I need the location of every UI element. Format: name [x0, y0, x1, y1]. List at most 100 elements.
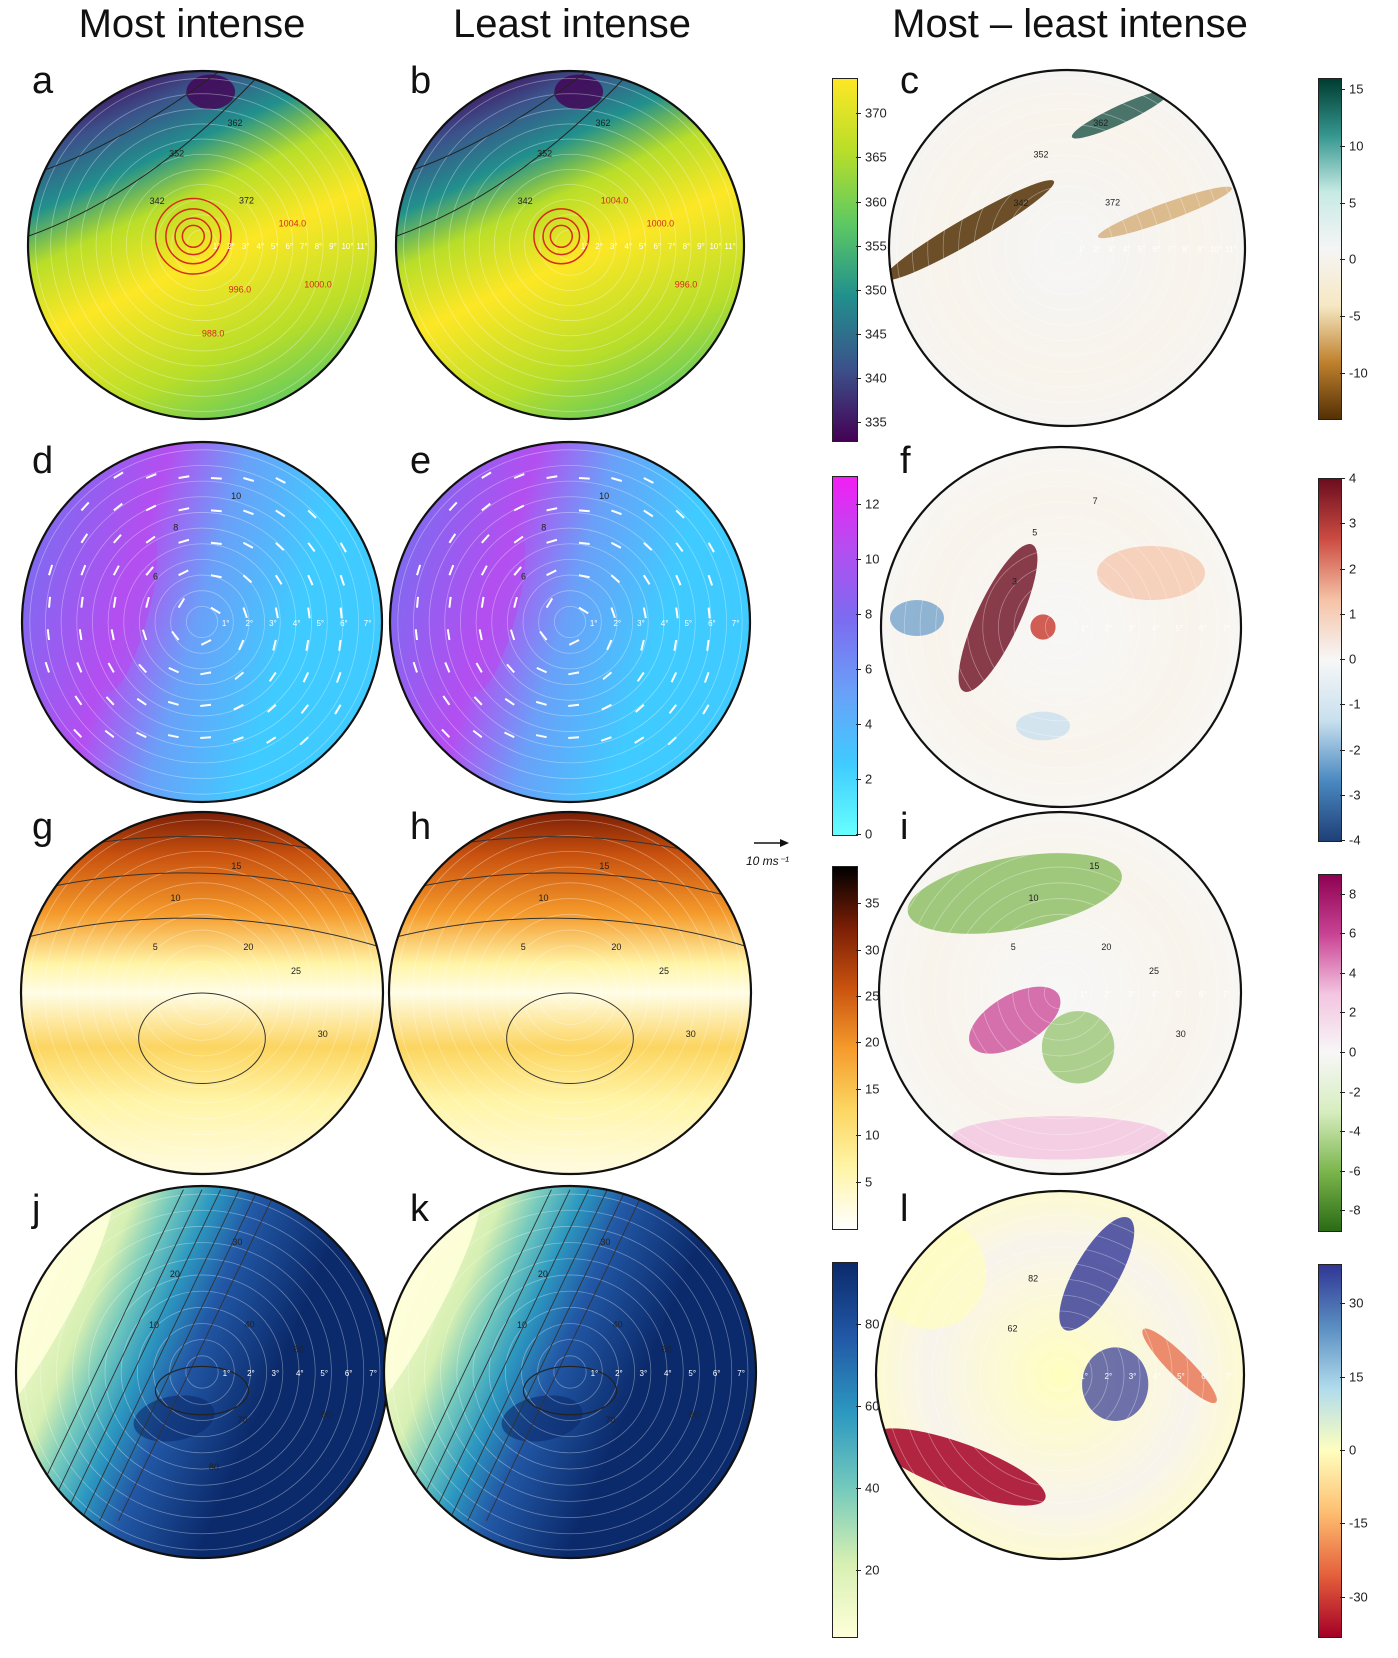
column-title-least-intense: Least intense — [453, 2, 691, 46]
panel-label-j: j — [32, 1188, 41, 1230]
colorbar-tick-label: 0 — [865, 826, 873, 842]
panel-l-radius-tick: 6° — [1201, 1372, 1209, 1381]
colorbar-tick-label: 355 — [865, 238, 887, 254]
panel-c-contour-label: 362 — [1093, 118, 1108, 128]
colorbar-tick-mark — [1340, 523, 1345, 525]
panel-e-radius-tick: 2° — [613, 619, 621, 628]
colorbar-tick-mark — [856, 1181, 861, 1183]
panel-c-contour-label: 352 — [1033, 149, 1048, 159]
panel-j-contour-label: 60 — [321, 1409, 331, 1419]
colorbar-tick-mark — [1340, 1091, 1345, 1093]
panel-d-radius-tick: 4° — [293, 619, 301, 628]
panel-h-outline — [387, 810, 753, 1176]
panel-e-radius-tick: 1° — [590, 619, 598, 628]
panel-b: 1° 2° 3° 4° 5° 6° 7° 8° 9° 10° 11° 342 352 362 1004.0 1… — [394, 69, 746, 421]
colorbar-tick-label: 0 — [1349, 651, 1357, 667]
panel-b-radius-tick: 1° — [581, 242, 589, 251]
colorbar-tick-label: 35 — [865, 895, 880, 911]
panel-e-radius-tick: 3° — [637, 619, 645, 628]
panel-i-radius-tick: 5° — [1175, 990, 1183, 999]
colorbar-tick-label: 370 — [865, 105, 887, 121]
panel-b-contour-label: 352 — [537, 148, 552, 158]
colorbar-tick-mark — [856, 1405, 861, 1407]
panel-f: 1° 2° 3° 4° 5° 6° 7° 3 5 7 — [879, 445, 1243, 809]
panel-b-outline — [394, 69, 746, 421]
panel-i-radius-tick: 1° — [1080, 990, 1088, 999]
panel-i-radius-tick: 7° — [1223, 990, 1231, 999]
panel-d-contour-label: 10 — [231, 491, 241, 501]
panel-g-outline — [19, 810, 385, 1176]
panel-l-radius-tick: 3° — [1129, 1372, 1137, 1381]
panel-a-contour-label: 342 — [150, 196, 165, 206]
panel-label-d: d — [32, 440, 54, 482]
colorbar-tick-label: 350 — [865, 282, 887, 298]
panel-e-radius-tick: 4° — [661, 619, 669, 628]
panel-c-radius-tick: 5° — [1138, 245, 1146, 254]
panel-l: 1° 2° 3° 4° 5° 6° 7° 62 82 — [874, 1189, 1246, 1561]
panel-l-contour-label: 82 — [1028, 1273, 1038, 1283]
panel-c-radius-tick: 2° — [1093, 245, 1101, 254]
colorbar-tick-mark — [1340, 1012, 1345, 1014]
column-title-most-intense: Most intense — [78, 2, 306, 46]
colorbar-tick-mark — [1340, 478, 1345, 479]
colorbar-tick-label: 20 — [865, 1562, 880, 1578]
colorbar-tick-label: 2 — [1349, 1004, 1357, 1020]
colorbar-tick-mark — [856, 778, 861, 780]
panel-b-radius-tick: 4° — [624, 242, 632, 251]
colorbar-tick-mark — [856, 334, 861, 336]
panel-a-radius-tick: 5° — [271, 242, 279, 251]
colorbar-tick-mark — [1340, 1170, 1345, 1172]
colorbar-tick-label: 12 — [865, 496, 880, 512]
colorbar-tick-mark — [856, 1323, 861, 1325]
panel-g-contour-label: 20 — [243, 942, 253, 952]
colorbar-tick-mark — [1340, 659, 1345, 660]
colorbar-tick-mark — [856, 995, 861, 997]
colorbar-tick-label: 40 — [865, 1480, 880, 1496]
panel-c-radius-tick: 7° — [1167, 245, 1175, 254]
colorbar-tick-mark — [1340, 372, 1345, 374]
colorbar-humidity — [832, 1262, 858, 1638]
colorbar-tick-label: 25 — [865, 988, 880, 1004]
colorbar-humidity-difference — [1318, 1264, 1342, 1638]
panel-i-contour-label: 30 — [1176, 1029, 1186, 1039]
panel-j-contour-label: 80 — [209, 1462, 219, 1472]
panel-e-contour-label: 6 — [521, 571, 526, 581]
panel-c: 1° 2° 3° 4° 5° 6° 7° 8° 9° 10° 11° 342 352 362 372 — [887, 68, 1247, 428]
panel-a-contour-label: 372 — [239, 195, 254, 205]
colorbar-tick-mark — [1340, 893, 1345, 895]
colorbar-tick-mark — [856, 245, 861, 247]
panel-h-contour-label: 25 — [659, 966, 669, 976]
panel-b-radius-tick: 9° — [697, 242, 705, 251]
colorbar-wind-difference — [1318, 478, 1342, 842]
colorbar-tick-label: 20 — [865, 1034, 880, 1050]
panel-e: 1° 2° 3° 4° 5° 6° 7° 6 8 10 — [388, 440, 752, 804]
panel-k-radius-tick: 5° — [688, 1369, 696, 1378]
panel-d-radius-tick: 2° — [245, 619, 253, 628]
panel-k-contour-label: 50 — [662, 1344, 672, 1354]
colorbar-tick-label: 15 — [865, 1081, 880, 1097]
panel-c-radius-tick: 1° — [1078, 245, 1086, 254]
panel-a-radius-tick: 9° — [329, 242, 337, 251]
colorbar-tick-label: 10 — [865, 551, 880, 567]
colorbar-tick-label: 0 — [1349, 1442, 1357, 1458]
colorbar-tick-mark — [1340, 202, 1345, 204]
colorbar-tick-label: -5 — [1349, 308, 1361, 324]
colorbar-tick-label: 360 — [865, 194, 887, 210]
panel-d-contour-label: 6 — [153, 571, 158, 581]
panel-h-contour-label: 20 — [611, 942, 621, 952]
panel-j-radius-tick: 1° — [223, 1369, 231, 1378]
colorbar-tick-mark — [1340, 568, 1345, 570]
colorbar-tick-mark — [1340, 794, 1345, 796]
colorbar-tick-mark — [856, 903, 861, 905]
colorbar-tick-mark — [1340, 1596, 1345, 1598]
colorbar-tick-mark — [856, 1088, 861, 1090]
panel-k-contour-label: 30 — [600, 1237, 610, 1247]
colorbar-tick-mark — [856, 1570, 861, 1572]
panel-i-radius-tick: 2° — [1104, 990, 1112, 999]
panel-l-outline — [874, 1189, 1246, 1561]
panel-g-contour-label: 10 — [171, 893, 181, 903]
panel-f-radius-tick: 1° — [1081, 624, 1089, 633]
colorbar-tick-label: 4 — [1349, 965, 1357, 981]
column-title-difference: Most – least intense — [892, 2, 1248, 46]
